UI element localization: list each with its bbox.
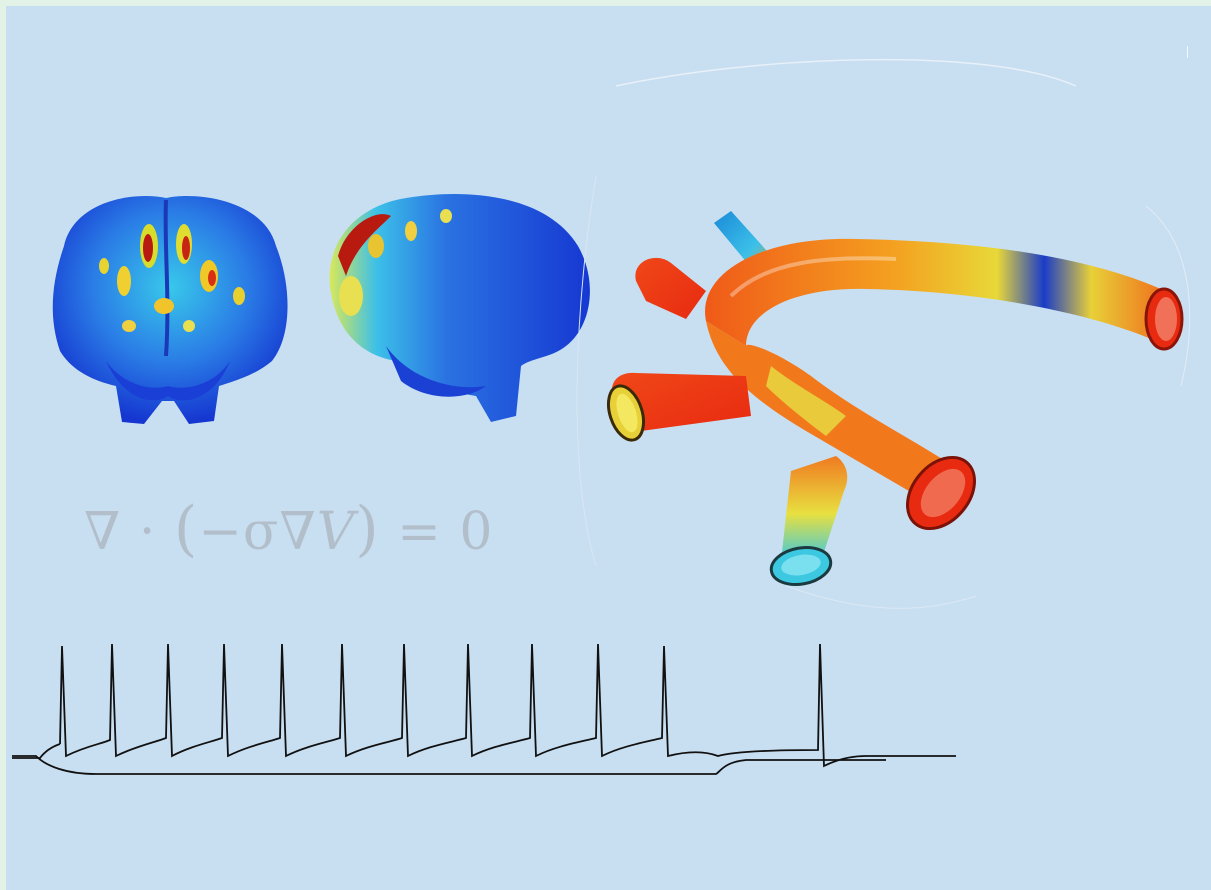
figure-canvas: ∇ · (−σ∇V) = 0 (6, 6, 1211, 890)
brain-side-hotspots (338, 209, 452, 316)
spike-trace (12, 643, 956, 775)
brain-front-hotspots (99, 224, 245, 332)
tick-mark (1187, 46, 1188, 58)
vessel-bifurcation-render (606, 211, 1184, 586)
equation-variable: V (316, 502, 356, 562)
faint-outline (576, 58, 1191, 609)
equation-nabla: ∇ (84, 502, 122, 562)
brain-front-render (52, 195, 288, 424)
equation-minus-sigma-nabla: −σ∇ (198, 502, 317, 562)
equation-open-paren: ( (173, 494, 199, 564)
laplace-equation: ∇ · (−σ∇V) = 0 (84, 494, 493, 564)
equation-dot: · (138, 502, 157, 562)
equation-rhs: = 0 (397, 502, 494, 562)
equation-close-paren: ) (355, 494, 380, 564)
brain-side-render (329, 193, 590, 422)
